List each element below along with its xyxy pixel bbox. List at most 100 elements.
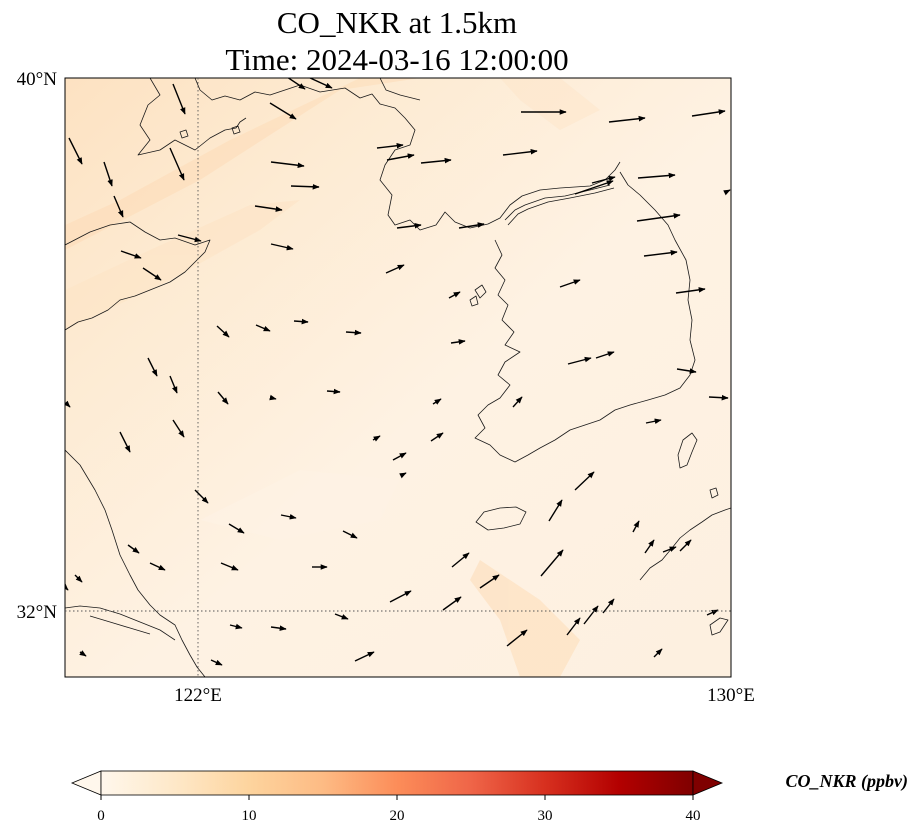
wind-arrow — [432, 398, 442, 405]
colorbar-extend-max — [692, 770, 724, 796]
wind-arrow — [287, 78, 306, 90]
wind-arrow — [636, 213, 681, 222]
wind-arrow — [270, 243, 294, 251]
wind-arrow — [548, 499, 563, 522]
wind-arrow — [354, 651, 375, 662]
colorbar: 0 10 20 30 40 CO_NKR (ppbv) — [70, 770, 909, 824]
wind-arrow — [591, 175, 616, 184]
wind-arrow — [210, 659, 223, 666]
wind-arrow — [228, 523, 245, 534]
coastlines — [65, 78, 731, 677]
wind-arrow — [169, 147, 185, 181]
wind-arrow — [172, 83, 186, 115]
chart-title-line1: CO_NKR at 1.5km — [277, 5, 517, 40]
wind-arrow — [290, 183, 320, 190]
wind-arrow — [574, 180, 614, 195]
wind-arrow — [451, 552, 470, 568]
wind-arrow — [502, 148, 538, 156]
wind-arrow — [389, 590, 412, 603]
map-frame — [64, 77, 732, 678]
wind-arrow — [691, 109, 726, 117]
co-field-background — [65, 78, 731, 677]
wind-arrow — [574, 471, 595, 491]
wind-arrow — [372, 435, 381, 442]
wind-arrow — [74, 574, 83, 583]
wind-arrow — [479, 574, 500, 589]
map-panel — [65, 78, 731, 677]
colorbar-tick-label-40: 40 — [686, 808, 701, 824]
wind-arrow — [512, 396, 523, 408]
wind-arrow — [643, 249, 678, 257]
wind-arrow — [269, 394, 277, 401]
wind-arrow — [559, 279, 581, 288]
colorbar-tick-label-20: 20 — [390, 808, 405, 824]
wind-arrow — [149, 562, 166, 571]
wind-arrow — [430, 432, 444, 442]
wind-arrow — [177, 234, 202, 243]
colorbar-tick-label-30: 30 — [538, 808, 553, 824]
wind-arrow — [326, 388, 341, 395]
colorbar-label: CO_NKR (ppbv) — [786, 771, 909, 792]
colorbar-ticks — [100, 795, 694, 800]
wind-arrow — [637, 172, 676, 179]
wind-arrow — [506, 629, 528, 647]
wind-arrow — [396, 223, 422, 229]
wind-arrow — [458, 222, 485, 229]
wind-arrow — [595, 351, 615, 359]
wind-arrow — [103, 161, 113, 187]
lon-tick-130e: 130°E — [707, 685, 755, 706]
wind-arrow — [293, 318, 309, 325]
wind-arrow — [386, 153, 415, 161]
wind-arrow — [280, 514, 297, 520]
wind-arrow — [119, 431, 131, 453]
wind-arrow — [65, 400, 71, 408]
wind-arrow — [706, 609, 719, 616]
wind-arrow — [229, 623, 243, 630]
wind-arrow — [583, 605, 599, 625]
wind-arrow — [450, 339, 466, 345]
lon-tick-122e: 122°E — [174, 685, 222, 706]
wind-arrow — [675, 287, 706, 294]
wind-arrow — [708, 394, 729, 401]
wind-arrow — [270, 625, 287, 631]
wind-arrow — [113, 195, 124, 218]
lat-tick-40n: 40°N — [17, 69, 58, 90]
wind-vectors — [65, 78, 731, 666]
colorbar-gradient — [100, 770, 694, 796]
wind-arrow — [270, 161, 305, 169]
wind-arrow — [608, 115, 646, 123]
wind-arrow — [723, 189, 731, 196]
wind-arrow — [448, 291, 461, 299]
wind-arrow — [385, 264, 405, 274]
wind-arrow — [676, 368, 697, 374]
wind-arrow — [566, 617, 581, 636]
wind-arrow — [399, 472, 407, 479]
wind-arrow — [662, 546, 677, 553]
wind-arrow — [255, 324, 271, 332]
wind-arrow — [147, 357, 158, 377]
wind-arrow — [220, 562, 239, 571]
wind-arrow — [68, 137, 83, 165]
wind-arrow — [169, 375, 178, 394]
wind-arrow — [217, 391, 229, 405]
wind-arrow — [79, 650, 87, 657]
wind-arrow — [142, 267, 162, 281]
colorbar-tick-label-10: 10 — [242, 808, 257, 824]
wind-arrow — [653, 648, 663, 658]
wind-arrow — [376, 142, 404, 149]
wind-arrow — [679, 539, 692, 552]
wind-arrow — [127, 544, 140, 554]
wind-arrow — [172, 419, 185, 438]
wind-arrow — [645, 418, 662, 424]
wind-arrow — [216, 325, 230, 338]
wind-arrow — [644, 539, 655, 554]
wind-arrow — [269, 102, 297, 120]
wind-arrow — [254, 205, 283, 212]
wind-arrow — [345, 329, 362, 336]
chart-title-line2: Time: 2024-03-16 12:00:00 — [225, 42, 568, 77]
wind-arrow — [65, 583, 69, 591]
wind-arrow — [420, 157, 452, 164]
wind-arrow — [342, 530, 358, 539]
wind-arrow — [334, 613, 349, 620]
